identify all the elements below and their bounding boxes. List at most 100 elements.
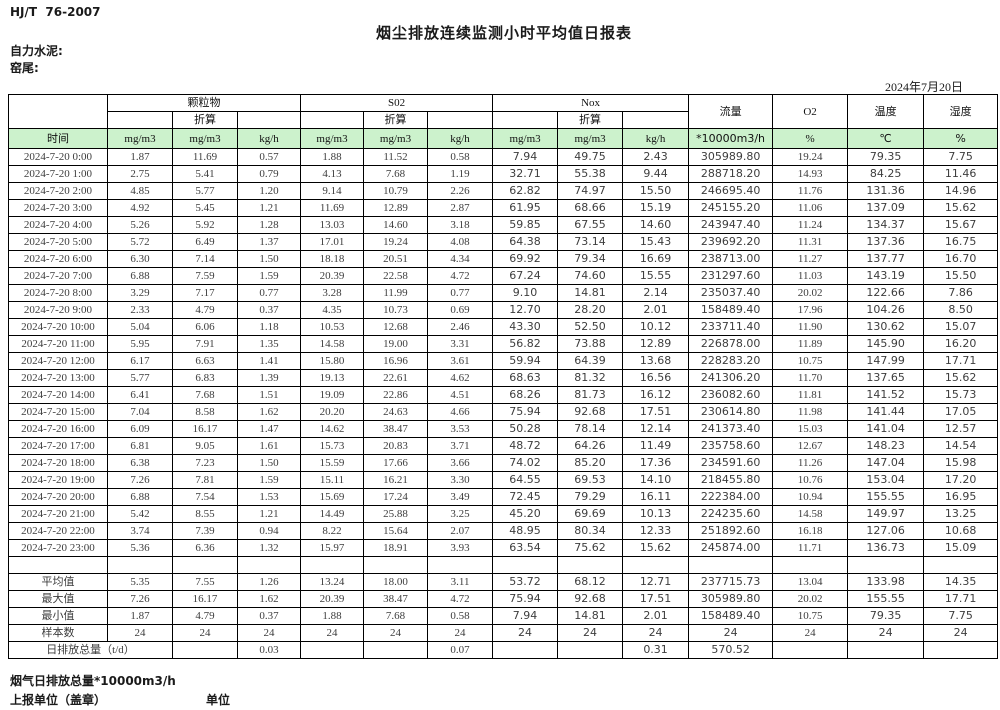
value-cell: 15.50 [622, 182, 690, 200]
value-cell: 15.80 [300, 352, 365, 370]
value-cell: 1.28 [236, 216, 302, 234]
value-cell: 11.90 [772, 318, 849, 336]
value-cell: 63.54 [492, 539, 559, 557]
value-cell: 0.58 [427, 148, 494, 166]
hour-row: 2024-7-20 10:00 5.04 6.06 1.18 10.53 12.68 2.4… [8, 318, 999, 336]
value-cell: 8.50 [923, 301, 999, 319]
value-cell: 56.82 [492, 335, 559, 353]
value-cell: 68.12 [557, 573, 624, 591]
column-header-temperature: 温度 [847, 94, 925, 129]
hour-row: 2024-7-20 18:00 6.38 7.23 1.50 15.59 17.66 3.6… [8, 454, 999, 472]
reporting-unit-label: 上报单位（盖章） [10, 693, 107, 707]
spacer-row [8, 556, 999, 574]
unit-cell-flow: *10000m3/h [688, 128, 774, 149]
summary-label: 样本数 [8, 624, 108, 642]
hour-row: 2024-7-20 21:00 5.42 8.55 1.21 14.49 25.88 3.2… [8, 505, 999, 523]
page-title: 烟尘排放连续监测小时平均值日报表 [375, 26, 632, 42]
header-units-row: 时间 mg/m3 mg/m3 kg/h mg/m3 mg/m3 kg/h mg/… [8, 128, 999, 149]
value-cell: 68.66 [557, 199, 624, 217]
value-cell: 2.07 [427, 522, 494, 540]
value-cell: 238713.00 [688, 250, 774, 268]
value-cell: 11.99 [363, 284, 429, 302]
value-cell: 92.68 [557, 590, 624, 608]
blank-cell [8, 556, 108, 574]
value-cell: 45.20 [492, 505, 559, 523]
value-cell: 20.83 [363, 437, 429, 455]
value-cell: 11.24 [772, 216, 849, 234]
value-cell: 4.92 [107, 199, 173, 217]
value-cell: 4.72 [427, 267, 494, 285]
value-cell: 12.70 [492, 301, 559, 319]
value-cell: 143.19 [847, 267, 925, 285]
value-cell: 20.02 [772, 590, 849, 608]
value-cell: 155.55 [847, 488, 925, 506]
blank-cell [557, 556, 624, 574]
value-cell: 7.54 [172, 488, 238, 506]
value-cell: 218455.80 [688, 471, 774, 489]
header-group-row: 颗粒物 S02 Nox 流量 O2 温度 湿度 [8, 94, 999, 129]
value-cell: 1.62 [236, 403, 302, 421]
value-cell: 16.95 [923, 488, 999, 506]
time-cell: 2024-7-20 3:00 [8, 199, 108, 217]
value-cell: 17.36 [622, 454, 690, 472]
value-cell: 11.69 [300, 199, 365, 217]
value-cell: 15.62 [622, 539, 690, 557]
value-cell: 8.58 [172, 403, 238, 421]
value-cell: 4.66 [427, 403, 494, 421]
value-cell: 158489.40 [688, 301, 774, 319]
value-cell: 73.88 [557, 335, 624, 353]
value-cell: 239692.20 [688, 233, 774, 251]
value-cell: 68.26 [492, 386, 559, 404]
value-cell: 11.71 [772, 539, 849, 557]
value-cell: 24.63 [363, 403, 429, 421]
value-cell: 10.75 [772, 352, 849, 370]
value-cell: 16.21 [363, 471, 429, 489]
value-cell: 2.43 [622, 148, 690, 166]
value-cell: 133.98 [847, 573, 925, 591]
value-cell: 1.41 [236, 352, 302, 370]
value-cell: 16.17 [172, 590, 238, 608]
value-cell: 17.96 [772, 301, 849, 319]
value-cell: 7.75 [923, 607, 999, 625]
value-cell: 2.75 [107, 165, 173, 183]
value-cell: 16.18 [772, 522, 849, 540]
value-cell: 0.07 [427, 641, 494, 659]
value-cell: 11.52 [363, 148, 429, 166]
blank-cell [847, 556, 925, 574]
value-cell: 24 [300, 624, 365, 642]
value-cell: 233711.40 [688, 318, 774, 336]
value-cell: 137.77 [847, 250, 925, 268]
value-cell: 104.26 [847, 301, 925, 319]
value-cell: 1.18 [236, 318, 302, 336]
value-cell: 222384.00 [688, 488, 774, 506]
value-cell: 2.01 [622, 301, 690, 319]
value-cell: 155.55 [847, 590, 925, 608]
hour-row: 2024-7-20 8:00 3.29 7.17 0.77 3.28 11.99 0.77 9… [8, 284, 999, 302]
value-cell: 16.17 [172, 420, 238, 438]
value-cell: 15.98 [923, 454, 999, 472]
value-cell: 15.07 [923, 318, 999, 336]
value-cell: 53.72 [492, 573, 559, 591]
value-cell: 16.12 [622, 386, 690, 404]
value-cell: 13.24 [300, 573, 365, 591]
value-cell: 7.81 [172, 471, 238, 489]
hour-row: 2024-7-20 5:00 5.72 6.49 1.37 17.01 19.24 4.08… [8, 233, 999, 251]
value-cell: 7.75 [923, 148, 999, 166]
value-cell: 59.94 [492, 352, 559, 370]
summary-row: 最大值 7.26 16.17 1.62 20.39 38.47 4.72 75.94 92.68… [8, 590, 999, 608]
value-cell: 24 [172, 624, 238, 642]
value-cell: 17.24 [363, 488, 429, 506]
value-cell: 141.52 [847, 386, 925, 404]
value-cell: 59.85 [492, 216, 559, 234]
hour-row: 2024-7-20 4:00 5.26 5.92 1.28 13.03 14.60 3.18… [8, 216, 999, 234]
value-cell: 18.00 [363, 573, 429, 591]
value-cell: 243947.40 [688, 216, 774, 234]
value-cell: 5.04 [107, 318, 173, 336]
unit-cell: mg/m3 [107, 128, 173, 149]
value-cell: 1.61 [236, 437, 302, 455]
report-footer: 烟气日排放总量*10000m3/h 上报单位（盖章） 单位 [10, 672, 1000, 710]
value-cell: 20.51 [363, 250, 429, 268]
value-cell: 10.73 [363, 301, 429, 319]
value-cell: 75.94 [492, 403, 559, 421]
value-cell: 14.35 [923, 573, 999, 591]
